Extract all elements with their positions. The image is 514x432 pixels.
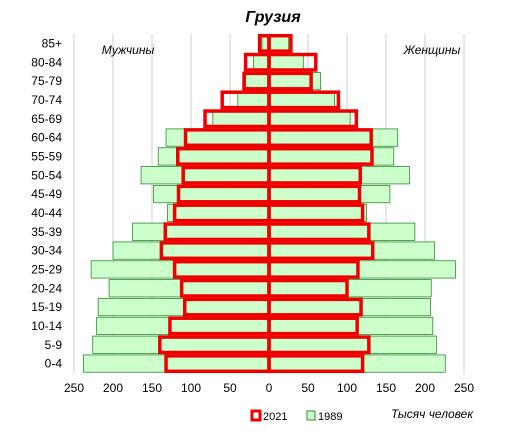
bar-2021-female-70-74 [267, 90, 341, 110]
unit-label: Тысяч человек [391, 407, 474, 421]
bar-2021-female-65-69 [267, 109, 359, 129]
y-tick-label-75-79: 75-79 [31, 74, 62, 88]
bar-2021-female-75-79 [267, 71, 313, 91]
legend: 2021 1989 [250, 409, 342, 423]
bar-2021-female-60-64 [267, 128, 373, 148]
bar-2021-female-50-54 [267, 165, 363, 185]
x-tick-label-0: 250 [64, 381, 84, 395]
legend-label-2021: 2021 [263, 411, 287, 423]
bar-2021-female-85+ [267, 33, 293, 53]
legend-swatch-1989 [306, 410, 316, 421]
y-tick-label-30-34: 30-34 [31, 244, 62, 258]
x-tick-label-7: 100 [337, 381, 357, 395]
y-tick-label-60-64: 60-64 [31, 131, 62, 145]
chart-title: Грузия [245, 9, 301, 26]
bar-2021-female-80-84 [267, 52, 318, 72]
bar-2021-female-35-39 [267, 222, 371, 242]
y-tick-label-50-54: 50-54 [31, 168, 62, 182]
female-label: Женщины [403, 43, 461, 57]
bar-2021-female-0-4 [267, 354, 365, 374]
y-tick-label-15-19: 15-19 [31, 300, 62, 314]
bars-2021-layer [158, 33, 375, 374]
y-axis-labels: 0-4 5-9 10-14 15-19 20-24 25-29 30-34 35-39 40-4… [31, 36, 62, 370]
y-tick-label-70-74: 70-74 [31, 93, 62, 107]
x-tick-label-3: 100 [181, 381, 201, 395]
y-tick-label-80-84: 80-84 [31, 55, 62, 69]
bar-2021-female-20-24 [267, 278, 349, 298]
y-tick-label-40-44: 40-44 [31, 206, 62, 220]
x-tick-label-6: 50 [301, 381, 315, 395]
bar-2021-female-15-19 [267, 297, 363, 317]
y-tick-label-10-14: 10-14 [31, 319, 62, 333]
bar-2021-female-30-34 [267, 241, 375, 261]
bar-2021-female-45-49 [267, 184, 362, 204]
y-tick-label-0-4: 0-4 [45, 357, 63, 371]
legend-label-1989: 1989 [318, 411, 342, 423]
bar-2021-female-10-14 [267, 316, 359, 336]
male-label: Мужчины [102, 43, 155, 57]
y-tick-label-25-29: 25-29 [31, 262, 62, 276]
bar-2021-female-25-29 [267, 259, 360, 279]
x-tick-label-9: 200 [415, 381, 435, 395]
x-tick-label-1: 200 [103, 381, 123, 395]
y-tick-label-45-49: 45-49 [31, 187, 62, 201]
bar-2021-female-55-59 [267, 146, 374, 166]
bar-2021-female-5-9 [267, 335, 371, 355]
x-tick-label-5: 0 [266, 381, 273, 395]
legend-swatch-2021 [250, 409, 262, 422]
y-tick-label-55-59: 55-59 [31, 149, 62, 163]
y-tick-label-35-39: 35-39 [31, 225, 62, 239]
y-tick-label-5-9: 5-9 [45, 338, 63, 352]
y-tick-label-20-24: 20-24 [31, 281, 62, 295]
y-tick-label-65-69: 65-69 [31, 112, 62, 126]
x-tick-label-8: 150 [376, 381, 396, 395]
y-tick-label-85+: 85+ [42, 36, 62, 50]
x-axis-labels: 250 200 150 100 50 0 50 100 150 200 250 [64, 381, 474, 395]
x-tick-label-10: 250 [454, 381, 474, 395]
x-tick-label-4: 50 [223, 381, 237, 395]
x-tick-label-2: 150 [142, 381, 162, 395]
bar-2021-female-40-44 [267, 203, 365, 223]
